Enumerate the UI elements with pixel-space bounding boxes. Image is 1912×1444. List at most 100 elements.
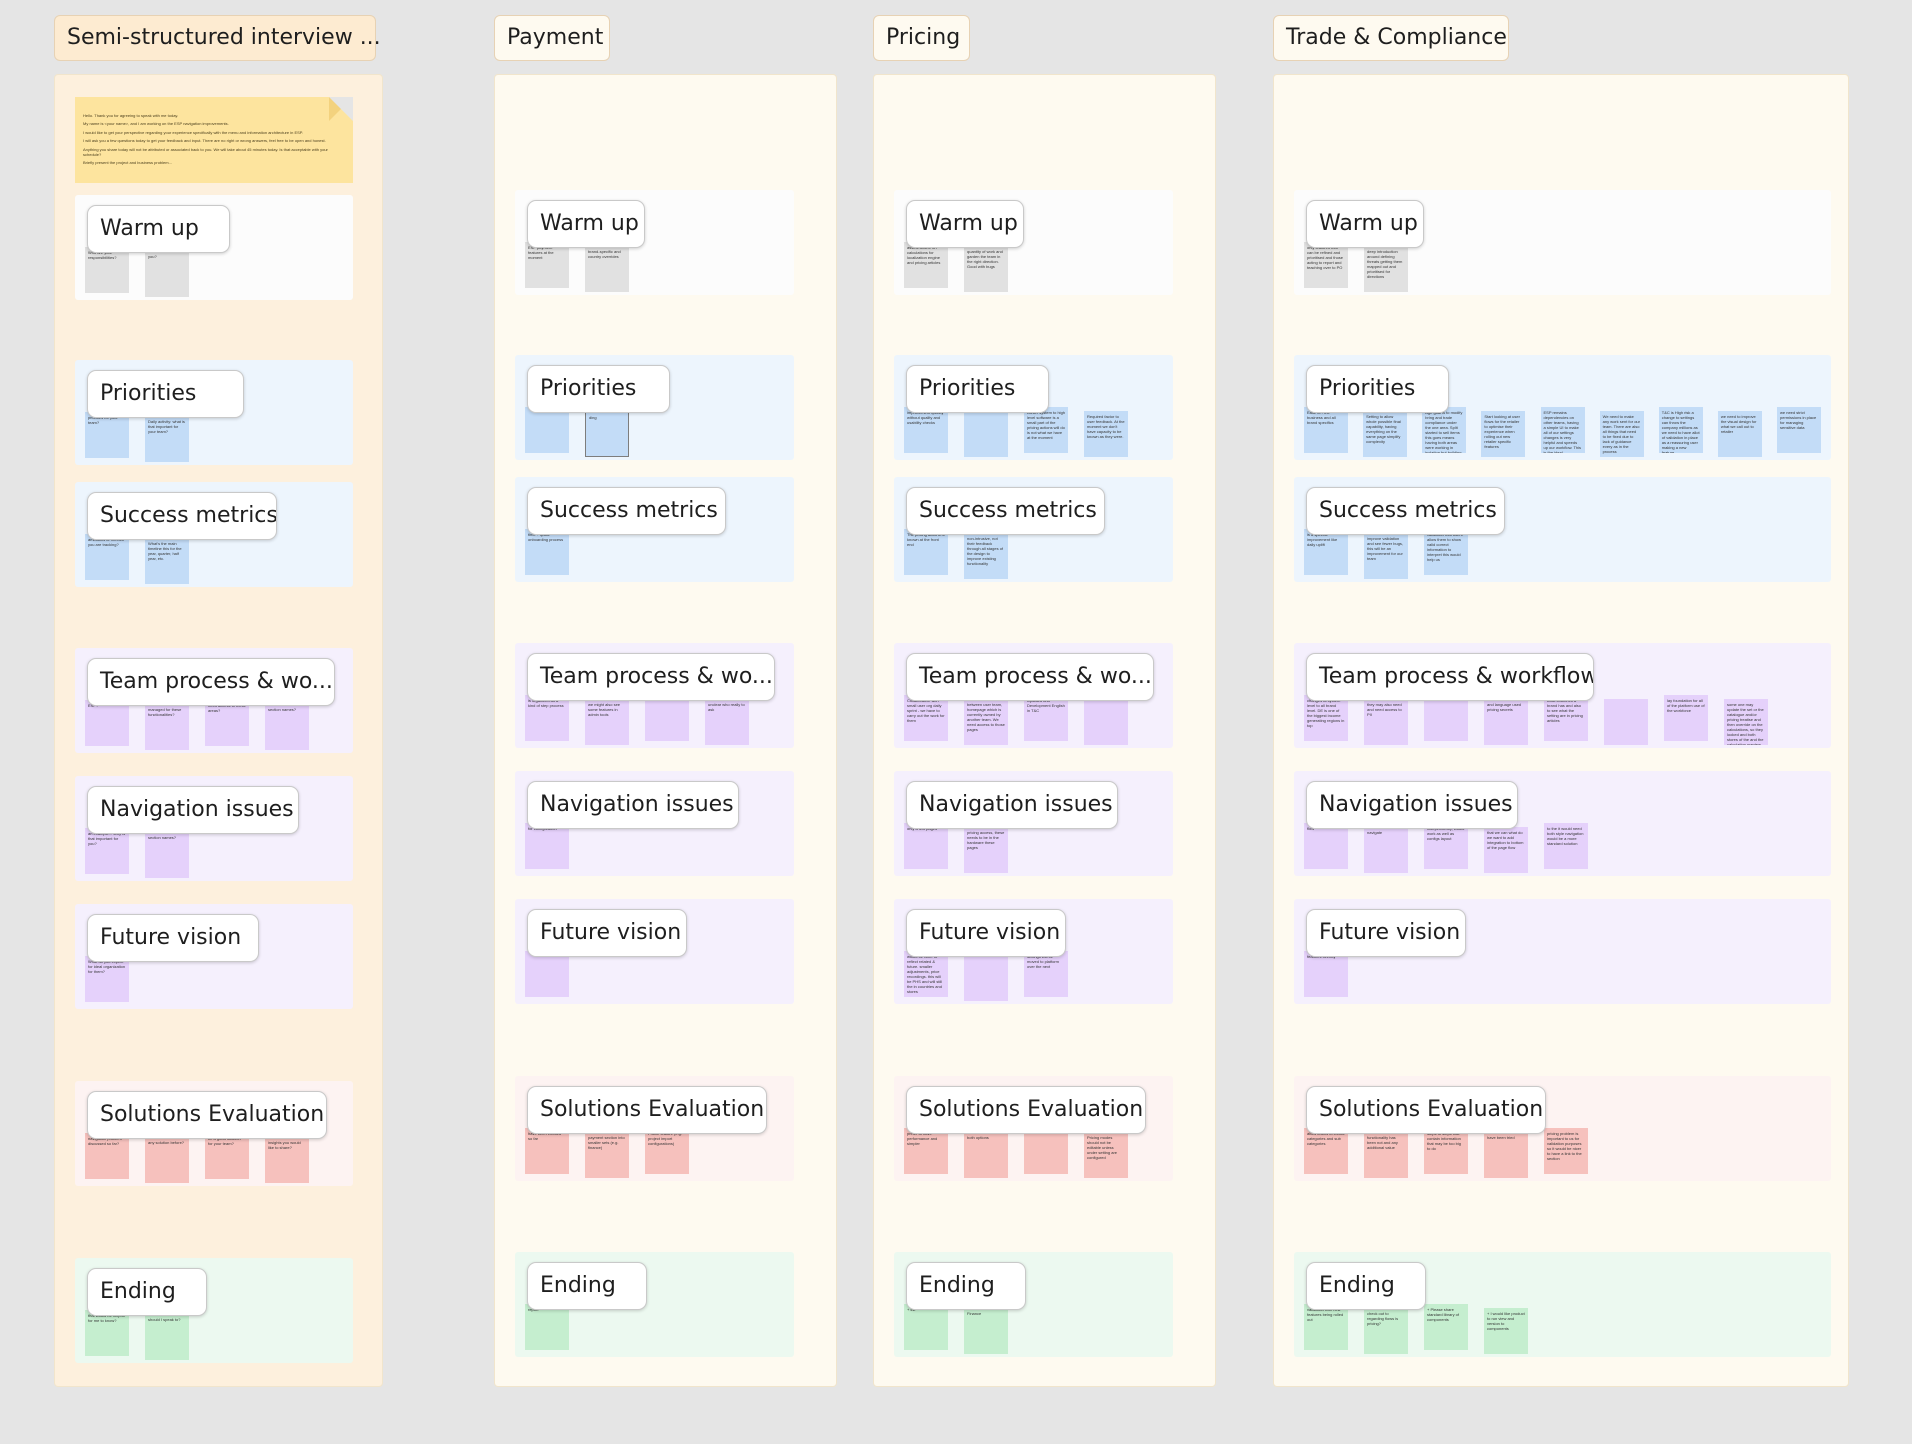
section-title[interactable]: Ending <box>87 1268 207 1316</box>
section-title[interactable]: Priorities <box>1306 365 1449 413</box>
sticky-note[interactable]: an example... Why is that important for … <box>85 828 129 874</box>
sticky-note[interactable] <box>1604 699 1648 745</box>
section-title[interactable]: Priorities <box>527 365 670 413</box>
sticky-note[interactable]: Who are your responsibilities? <box>85 247 129 293</box>
sticky-note[interactable]: allow teams to create categories and sub… <box>1304 1128 1348 1174</box>
sticky-note[interactable]: Required factor to user feedback. At the… <box>1084 411 1128 457</box>
section-title[interactable]: Solutions Evaluation <box>1306 1086 1546 1134</box>
sticky-note[interactable]: you? <box>145 251 189 297</box>
sticky-note[interactable]: be a good solution for your team? <box>205 1133 249 1179</box>
section-title[interactable]: Warm up <box>527 200 645 248</box>
sticky-note[interactable]: What do you expect for ideal organizatio… <box>85 956 129 1002</box>
section-title[interactable]: Warm up <box>906 200 1024 248</box>
sticky-note[interactable]: assets and/or on calculations for locali… <box>904 242 948 288</box>
sticky-note[interactable]: is a specific improvement like daily upl… <box>1304 529 1348 575</box>
section-title[interactable]: Navigation issues <box>87 786 299 834</box>
sticky-note[interactable]: navigate <box>1364 827 1408 873</box>
sticky-note[interactable]: pricing problem is important to us for v… <box>1544 1128 1588 1174</box>
sticky-note[interactable] <box>525 951 569 997</box>
section-title[interactable]: Warm up <box>87 205 230 253</box>
section-title[interactable]: Warm up <box>1306 200 1424 248</box>
column-header[interactable]: Payment <box>494 15 610 61</box>
sticky-note[interactable]: section names? <box>145 832 189 878</box>
section-title[interactable]: Success metrics <box>87 492 277 540</box>
sticky-note[interactable]: Profile feature (e.g. project import con… <box>645 1128 689 1174</box>
sticky-note[interactable]: some one may update the set or the catal… <box>1724 699 1768 745</box>
sticky-note[interactable]: deep introduction around defining threat… <box>1364 246 1408 292</box>
sticky-note[interactable]: any solution before? <box>145 1137 189 1183</box>
sticky-note[interactable] <box>1024 1128 1068 1174</box>
section-title[interactable]: Solutions Evaluation <box>906 1086 1146 1134</box>
sticky-note[interactable]: Collaborative with small user org daily … <box>904 695 948 741</box>
sticky-note[interactable]: ESP? <box>85 700 129 746</box>
section-title[interactable]: Solutions Evaluation <box>527 1086 767 1134</box>
sticky-note[interactable]: Setting to allow whole possible final ca… <box>1363 411 1408 457</box>
sticky-note[interactable]: prefer to have performance and simpler <box>904 1128 948 1174</box>
sticky-note[interactable]: Finance <box>964 1308 1008 1354</box>
sticky-note[interactable]: time + quick onboarding process <box>525 529 569 575</box>
section-title[interactable]: Priorities <box>906 365 1049 413</box>
section-title[interactable]: Future vision <box>87 914 259 962</box>
sticky-note[interactable]: + I would like product to run view and v… <box>1484 1308 1528 1354</box>
sticky-note[interactable] <box>1424 695 1468 741</box>
sticky-note[interactable]: that would be helpful for me to know? <box>85 1310 129 1356</box>
section-title[interactable]: Future vision <box>1306 909 1466 957</box>
sticky-note[interactable]: they may also need and need access to PI… <box>1364 699 1408 745</box>
sticky-note[interactable]: What's the main timeline this for the ye… <box>145 538 189 584</box>
sticky-note[interactable]: validation that users allow them to show… <box>1424 529 1468 575</box>
sticky-note[interactable]: Updated and Development English in T&C <box>1024 695 1068 741</box>
sticky-note[interactable]: we need to improve the visual design for… <box>1717 411 1762 457</box>
sticky-note[interactable]: improvement quickly without quality and … <box>904 407 948 453</box>
sticky-note[interactable]: managed for these functionalities? <box>145 704 189 750</box>
sticky-note[interactable]: changes at system level to all brand lev… <box>1304 695 1348 741</box>
sticky-note[interactable]: unclear who really to ask <box>705 699 749 745</box>
intro-sticky-note[interactable]: Hello. Thank you for agreeing to speak w… <box>75 97 353 183</box>
sticky-note[interactable]: functionality has been not and any addit… <box>1364 1132 1408 1178</box>
sticky-note[interactable]: and language used pricing secrets <box>1484 699 1528 745</box>
section-title[interactable]: Success metrics <box>906 487 1105 535</box>
sticky-note[interactable]: features overlay <box>1304 951 1348 997</box>
sticky-note[interactable]: that we can what do we want to add integ… <box>1484 827 1528 873</box>
section-title[interactable]: Success metrics <box>527 487 726 535</box>
sticky-note[interactable]: only a few pages <box>904 823 948 869</box>
section-title[interactable]: Team process & wo... <box>87 658 335 706</box>
sticky-note[interactable]: The pricing actions is known at the fron… <box>904 529 948 575</box>
sticky-note[interactable]: only features that can be refined and pr… <box>1304 242 1348 288</box>
sticky-note[interactable]: lay foundation for all of the platform u… <box>1664 695 1708 741</box>
sticky-note[interactable]: flow <box>1304 823 1348 869</box>
sticky-note[interactable]: insights you would like to share? <box>265 1137 309 1183</box>
sticky-note[interactable]: pricing access, these needs to be in the… <box>964 827 1008 873</box>
sticky-note[interactable]: Ease of - the business and all brand spe… <box>1304 407 1348 453</box>
sticky-note[interactable] <box>964 955 1008 1001</box>
section-title[interactable]: Ending <box>906 1262 1026 1310</box>
sticky-note[interactable]: Daily activity: what is that important f… <box>145 416 189 462</box>
section-title[interactable]: Team process & wo... <box>906 653 1154 701</box>
sticky-note[interactable]: non-intrusive, not their feedback throug… <box>964 533 1008 579</box>
sticky-note[interactable]: Age goal is to modify bring and trade co… <box>1422 407 1467 453</box>
sticky-note[interactable]: both options <box>964 1132 1008 1178</box>
section-title[interactable]: Future vision <box>527 909 687 957</box>
sticky-note[interactable]: need access to these areas? <box>205 700 249 746</box>
section-title[interactable]: Priorities <box>87 370 244 418</box>
sticky-note[interactable]: we might also see some features in admin… <box>585 699 629 745</box>
sticky-note[interactable]: have been tried <box>1484 1132 1528 1178</box>
sticky-note[interactable]: earlier system to high level software is… <box>1024 407 1068 453</box>
section-title[interactable]: Future vision <box>906 909 1066 957</box>
sticky-note[interactable]: section names? <box>265 704 309 750</box>
sticky-note[interactable]: T&C is High risk a change to settings ca… <box>1658 407 1703 453</box>
section-title[interactable]: Ending <box>527 1262 647 1310</box>
sticky-note[interactable]: for configuration <box>525 823 569 869</box>
sticky-note[interactable]: validation with new features being rolle… <box>1304 1304 1348 1350</box>
sticky-note[interactable]: settings will be moved to platform over … <box>1024 951 1068 997</box>
sticky-note[interactable]: Pricing modes should not be editable unl… <box>1084 1132 1128 1178</box>
section-title[interactable]: Navigation issues <box>906 781 1118 829</box>
column-header[interactable]: Semi-structured interview ... <box>54 15 381 61</box>
section-title[interactable]: Success metrics <box>1306 487 1505 535</box>
sticky-note[interactable] <box>525 407 569 453</box>
section-title[interactable]: Solutions Evaluation <box>87 1091 327 1139</box>
sticky-note[interactable]: Start looking at user flows for the reta… <box>1481 411 1526 457</box>
sticky-note[interactable]: what countries a brand has and also to s… <box>1544 695 1588 741</box>
sticky-note[interactable]: priorities for your team? <box>85 412 129 458</box>
sticky-note[interactable]: should I speak to? <box>145 1314 189 1360</box>
sticky-note[interactable]: navigation problem discussed so far? <box>85 1133 129 1179</box>
